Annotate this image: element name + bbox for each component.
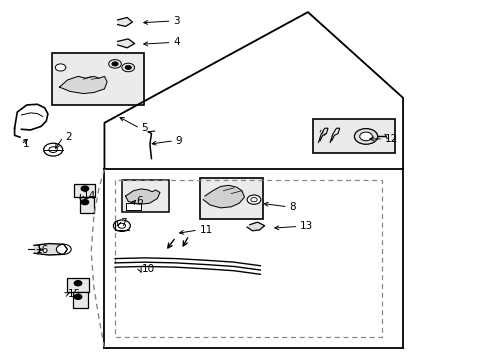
Bar xyxy=(125,203,141,210)
Text: 13: 13 xyxy=(299,221,313,231)
Bar xyxy=(67,278,88,292)
Circle shape xyxy=(359,132,372,141)
Polygon shape xyxy=(246,222,264,231)
Circle shape xyxy=(113,220,130,231)
Circle shape xyxy=(55,64,66,71)
Circle shape xyxy=(56,244,71,254)
Text: 3: 3 xyxy=(173,16,180,26)
Polygon shape xyxy=(34,244,67,255)
Circle shape xyxy=(112,62,118,66)
Circle shape xyxy=(49,147,57,153)
Bar xyxy=(73,292,87,308)
Circle shape xyxy=(74,281,81,286)
Circle shape xyxy=(81,200,88,204)
Text: 10: 10 xyxy=(141,264,154,274)
Bar xyxy=(80,197,94,213)
Text: 7: 7 xyxy=(120,218,127,228)
Polygon shape xyxy=(118,39,134,48)
Text: 1: 1 xyxy=(22,139,29,149)
Circle shape xyxy=(246,195,261,204)
Circle shape xyxy=(118,223,125,228)
Text: 11: 11 xyxy=(199,225,212,235)
Text: 5: 5 xyxy=(141,123,148,133)
Text: 12: 12 xyxy=(384,134,397,144)
Circle shape xyxy=(81,186,88,191)
Text: 8: 8 xyxy=(289,202,295,212)
Circle shape xyxy=(354,129,377,144)
Polygon shape xyxy=(118,18,132,26)
Circle shape xyxy=(122,63,134,72)
Text: 15: 15 xyxy=(67,289,81,299)
Circle shape xyxy=(250,198,257,202)
Polygon shape xyxy=(203,185,244,208)
Text: 16: 16 xyxy=(36,245,49,255)
Circle shape xyxy=(74,294,81,299)
Circle shape xyxy=(43,143,62,156)
FancyBboxPatch shape xyxy=(52,53,144,105)
Polygon shape xyxy=(60,76,107,94)
Text: 14: 14 xyxy=(83,191,96,201)
FancyBboxPatch shape xyxy=(199,178,263,219)
FancyBboxPatch shape xyxy=(122,180,169,212)
Text: 9: 9 xyxy=(175,136,182,146)
Text: 4: 4 xyxy=(173,37,180,48)
Text: 6: 6 xyxy=(136,197,142,206)
Text: 2: 2 xyxy=(65,132,71,142)
Polygon shape xyxy=(125,189,160,204)
Circle shape xyxy=(125,65,131,69)
Bar xyxy=(74,184,95,197)
Circle shape xyxy=(108,60,121,68)
FancyBboxPatch shape xyxy=(313,119,394,153)
